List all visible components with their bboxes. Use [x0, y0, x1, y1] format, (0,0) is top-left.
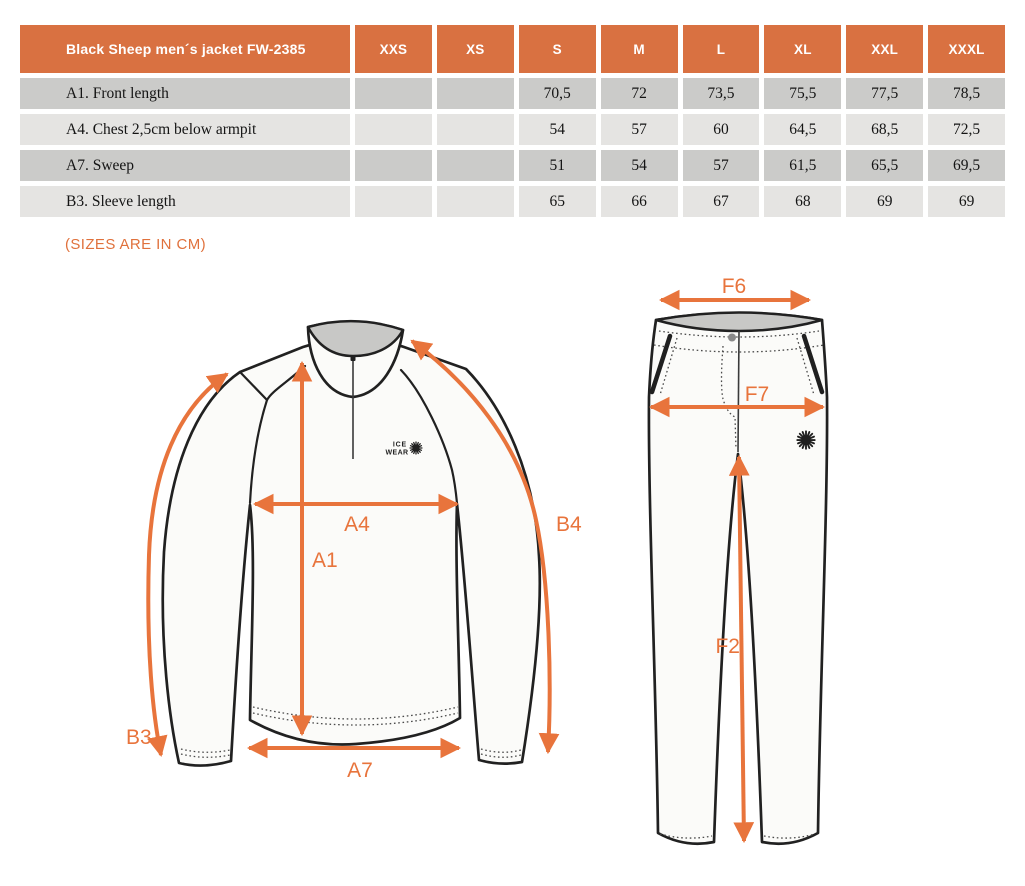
cell-value: 77,5 [846, 78, 924, 109]
cell-value: 66 [600, 186, 678, 217]
column-header-s: S [518, 25, 596, 73]
cell-value: 75,5 [764, 78, 842, 109]
cell-value: 51 [518, 150, 596, 181]
row-label: B3. Sleeve length [20, 186, 350, 217]
pants-drawing: F6 F7 F2 [647, 275, 829, 846]
table-row-sleeve-length: B3. Sleeve length 65 66 67 68 69 69 [20, 186, 1005, 217]
cell-value: 57 [682, 150, 760, 181]
row-label: A7. Sweep [20, 150, 350, 181]
jacket-drawing: ICE WEAR A4 A1 A7 B3 B4 [126, 319, 582, 782]
cell-value [355, 186, 432, 217]
cell-value: 68 [764, 186, 842, 217]
cell-value: 57 [600, 114, 678, 145]
cell-value: 72,5 [928, 114, 1005, 145]
row-label: A4. Chest 2,5cm below armpit [20, 114, 350, 145]
cell-value: 61,5 [764, 150, 842, 181]
column-header-xxl: XXL [846, 25, 924, 73]
jacket-left-raglan-seam [248, 364, 307, 505]
pants-hem-stitching [659, 833, 816, 839]
pants-right-pocket-stitching [796, 337, 815, 396]
logo-text-line2: WEAR [386, 450, 409, 457]
label-f2: F2 [715, 635, 740, 658]
arrow-b4-sleeve-right [410, 339, 560, 755]
measurement-diagram: ICE WEAR A4 A1 A7 B3 B4 [126, 275, 829, 846]
label-a7: A7 [347, 759, 373, 782]
row-label: A1. Front length [20, 78, 350, 109]
pants-waist-button [728, 333, 736, 342]
cell-value: 69 [928, 186, 1005, 217]
column-header-xl: XL [764, 25, 842, 73]
pants-left-pocket-trim [649, 333, 673, 395]
arrow-b3-sleeve-left [146, 372, 229, 758]
pants-right-pocket-trim [801, 333, 825, 395]
cell-value [355, 78, 432, 109]
cell-value: 54 [600, 150, 678, 181]
cell-value: 78,5 [928, 78, 1005, 109]
cell-value: 67 [682, 186, 760, 217]
table-row-front-length: A1. Front length 70,5 72 73,5 75,5 77,5 … [20, 78, 1005, 109]
cell-value: 69,5 [928, 150, 1005, 181]
cell-value [436, 186, 514, 217]
icewear-logo: ICE WEAR [386, 441, 423, 457]
label-b3: B3 [126, 726, 152, 749]
pants-left-pocket-stitching [659, 337, 678, 396]
jacket-body-outline [161, 338, 542, 767]
column-header-l: L [682, 25, 760, 73]
cell-value [436, 114, 514, 145]
table-title: Black Sheep men´s jacket FW-2385 [20, 25, 350, 73]
table-row-sweep: A7. Sweep 51 54 57 61,5 65,5 69,5 [20, 150, 1005, 181]
cell-value: 68,5 [846, 114, 924, 145]
pants-center-front-seam [737, 330, 740, 453]
cell-value: 69 [846, 186, 924, 217]
cell-value: 65,5 [846, 150, 924, 181]
table-header-row: Black Sheep men´s jacket FW-2385 XXS XS … [20, 25, 1005, 73]
cell-value: 73,5 [682, 78, 760, 109]
sizes-note: (SIZES ARE IN CM) [65, 236, 206, 253]
logo-snowflake-icon [409, 441, 423, 455]
column-header-m: M [600, 25, 678, 73]
label-f6: F6 [722, 275, 747, 298]
size-table: Black Sheep men´s jacket FW-2385 XXS XS … [15, 20, 1010, 222]
label-a1: A1 [312, 549, 338, 572]
column-header-xxxl: XXXL [928, 25, 1005, 73]
label-b4: B4 [556, 513, 582, 536]
logo-text-line1: ICE [393, 442, 407, 449]
column-header-xs: XS [436, 25, 514, 73]
cell-value [355, 114, 432, 145]
pants-waistband-stitching [653, 330, 825, 353]
cell-value: 54 [518, 114, 596, 145]
label-f7: F7 [745, 383, 770, 406]
cell-value: 65 [518, 186, 596, 217]
cell-value: 70,5 [518, 78, 596, 109]
jacket-left-shoulder-seam [238, 370, 269, 402]
cell-value: 60 [682, 114, 760, 145]
cell-value [436, 78, 514, 109]
column-header-xxs: XXS [355, 25, 432, 73]
cell-value: 64,5 [764, 114, 842, 145]
label-a4: A4 [344, 513, 370, 536]
pants-waist-inside [654, 311, 824, 333]
arrow-f2-inseam [728, 454, 755, 844]
cell-value: 72 [600, 78, 678, 109]
table-row-chest: A4. Chest 2,5cm below armpit 54 57 60 64… [20, 114, 1005, 145]
pants-snowflake-logo-icon [796, 430, 816, 450]
cell-value [436, 150, 514, 181]
jacket-collar-inside [306, 319, 405, 358]
cell-value [355, 150, 432, 181]
